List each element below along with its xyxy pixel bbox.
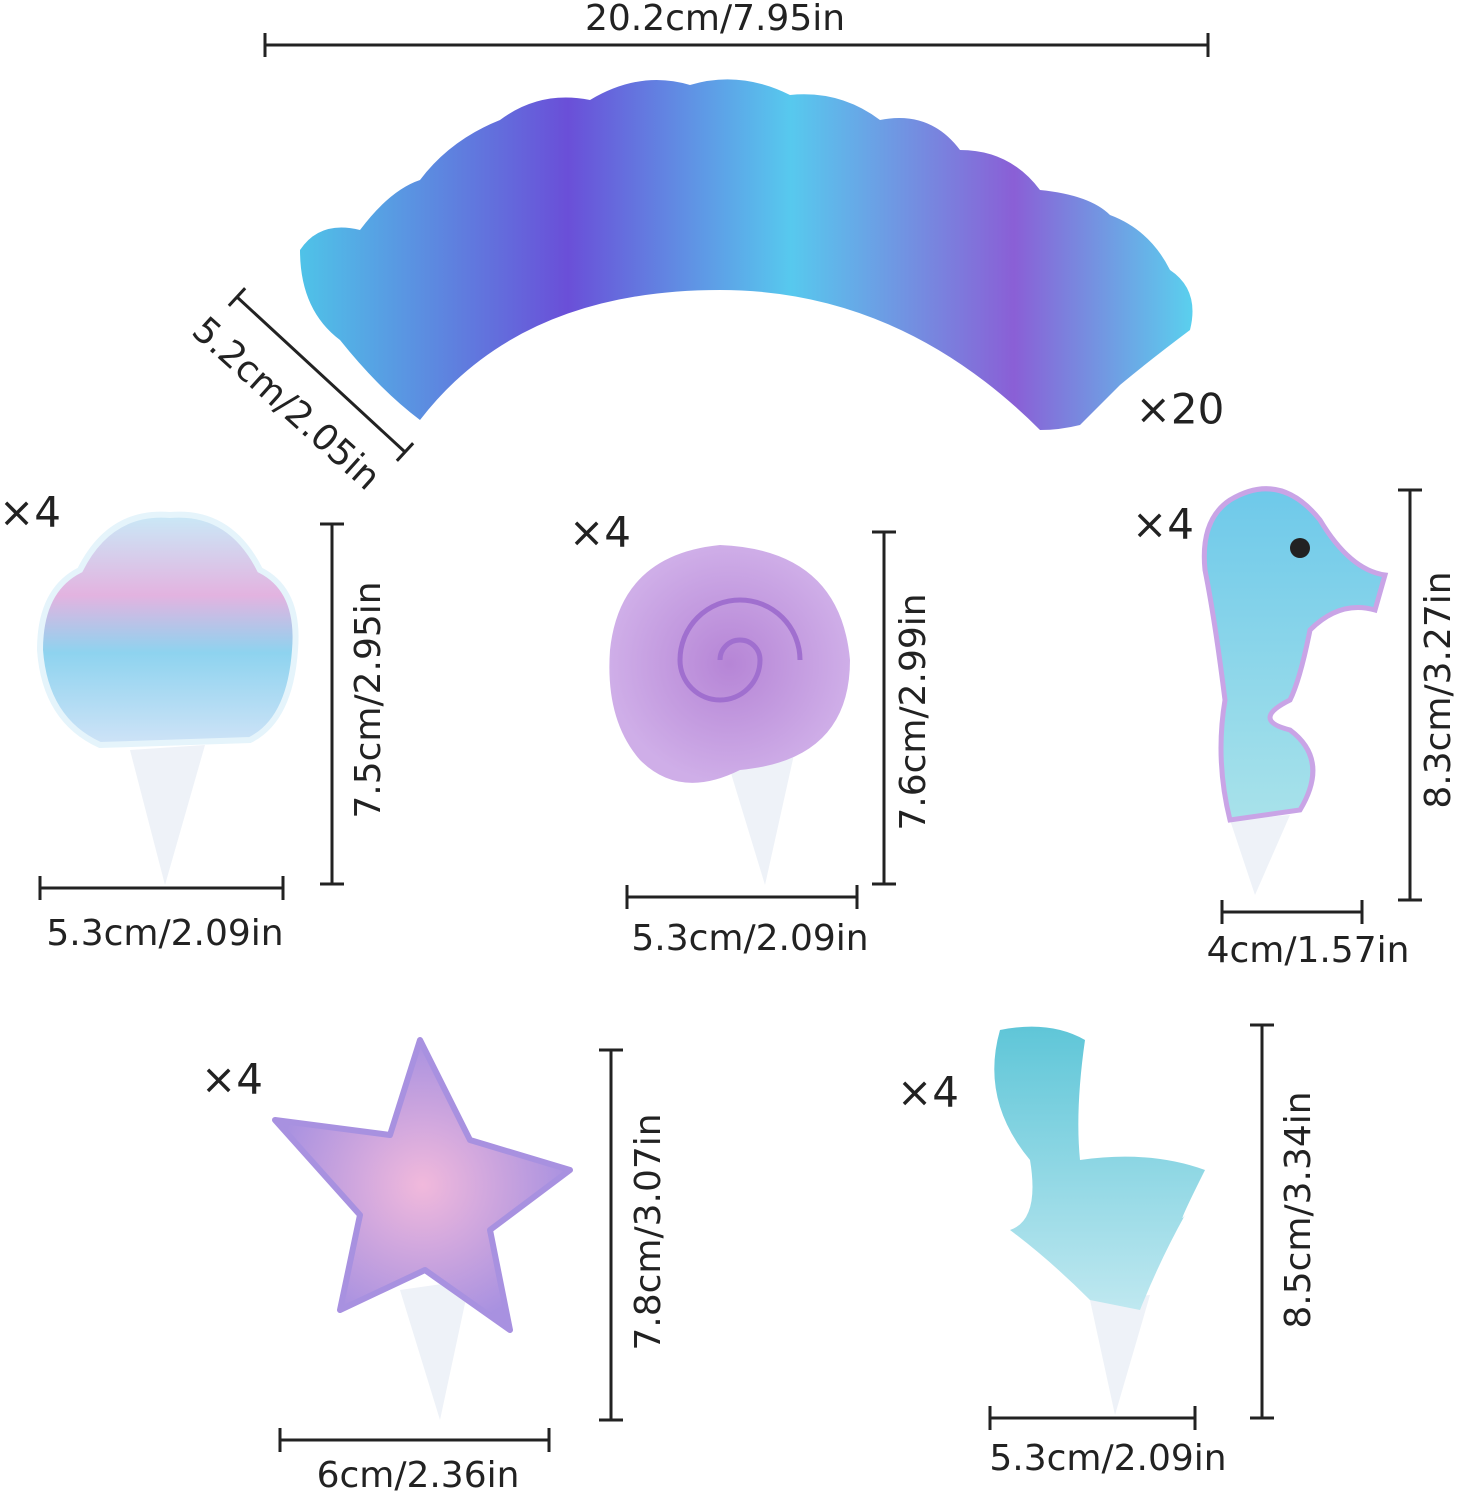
width-label: 5.3cm/2.09in — [46, 913, 283, 954]
dimension-line — [235, 295, 407, 454]
height-label: 7.6cm/2.99in — [893, 593, 934, 830]
height-label: 7.5cm/2.95in — [348, 581, 389, 818]
spiral-topper — [609, 545, 850, 885]
starfish-topper — [272, 1037, 573, 1420]
width-label: 5.3cm/2.09in — [989, 1438, 1226, 1479]
seahorse-topper — [1201, 486, 1389, 895]
quantity-label: ×4 — [201, 1055, 263, 1104]
width-label: 4cm/1.57in — [1207, 930, 1410, 971]
shell-topper — [36, 511, 299, 885]
dimension-end — [227, 287, 247, 307]
quantity-label: ×4 — [1132, 500, 1194, 549]
quantity-label: ×4 — [569, 508, 631, 557]
quantity-label: ×4 — [897, 1068, 959, 1117]
width-label: 20.2cm/7.95in — [585, 0, 845, 39]
artwork — [36, 79, 1389, 1420]
mermaid-tail-topper — [994, 1026, 1205, 1415]
height-label: 7.8cm/3.07in — [628, 1113, 669, 1350]
quantity-label: ×20 — [1136, 385, 1225, 434]
height-label: 8.3cm/3.27in — [1418, 571, 1459, 808]
quantity-label: ×4 — [0, 488, 61, 537]
cupcake-wrapper — [300, 79, 1193, 430]
width-label: 6cm/2.36in — [317, 1455, 520, 1496]
width-label: 5.3cm/2.09in — [631, 918, 868, 959]
dimension-end — [395, 442, 415, 462]
height-label: 8.5cm/3.34in — [1278, 1091, 1319, 1328]
